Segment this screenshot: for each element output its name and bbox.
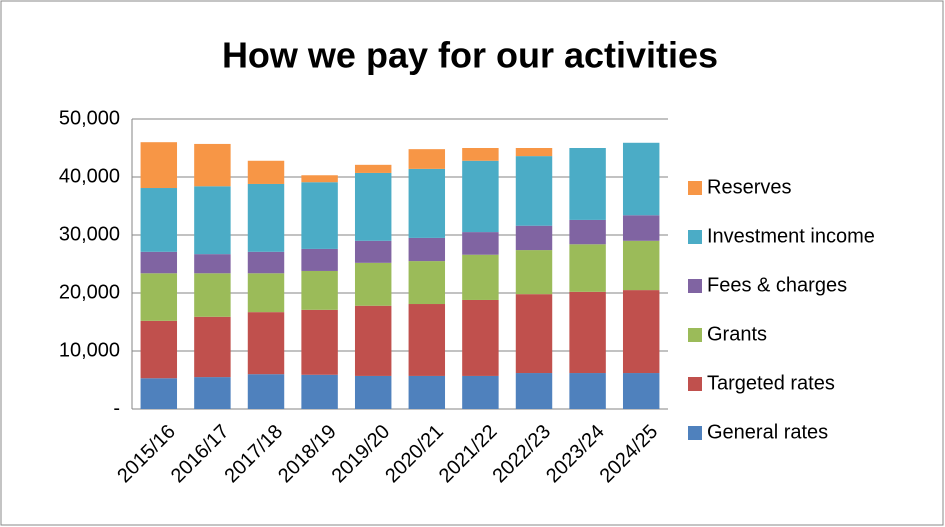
bar-segment xyxy=(569,373,606,409)
legend-label: Reserves xyxy=(707,176,791,198)
bar-segment xyxy=(247,160,285,184)
bar-segment xyxy=(515,373,553,409)
bar-segment xyxy=(515,294,553,374)
bar-segment xyxy=(622,215,660,241)
bar-segment xyxy=(569,148,606,220)
bar-segment xyxy=(194,316,231,378)
bar-segment xyxy=(194,143,231,187)
bar-segment xyxy=(194,254,231,274)
bar-segment xyxy=(622,240,660,291)
y-tick-label: 20,000 xyxy=(59,281,120,303)
bar-segment xyxy=(622,142,660,216)
y-tick-label: 50,000 xyxy=(59,107,120,129)
legend-swatch xyxy=(688,426,702,440)
bar-segment xyxy=(194,377,231,409)
bar-segment xyxy=(247,273,285,313)
bar-segment xyxy=(301,175,338,183)
bar-segment xyxy=(301,248,338,271)
bar-segment xyxy=(354,164,392,173)
y-tick-label: 40,000 xyxy=(59,165,120,187)
legend-swatch xyxy=(688,279,702,293)
bar-segment xyxy=(408,168,446,238)
bar-segment xyxy=(462,148,499,161)
bar-segment xyxy=(140,142,178,189)
bar-segment xyxy=(247,183,285,252)
bar-segment xyxy=(408,304,446,376)
y-tick-label: 30,000 xyxy=(59,223,120,245)
bar-segment xyxy=(140,188,178,252)
bar-segment xyxy=(301,374,338,409)
bar-segment xyxy=(354,262,392,306)
legend-swatch xyxy=(688,181,702,195)
bar-segment xyxy=(569,219,606,245)
bar-segment xyxy=(515,148,553,157)
bar-segment xyxy=(301,270,338,310)
bar-segment xyxy=(622,290,660,374)
bar-segment xyxy=(569,244,606,292)
bar-segment xyxy=(569,291,606,374)
bar-segment xyxy=(622,373,660,409)
bar-segment xyxy=(515,156,553,226)
bar-segment xyxy=(515,225,553,251)
bar-segment xyxy=(354,375,392,409)
bar-segment xyxy=(140,320,178,379)
bar-segment xyxy=(354,305,392,376)
bar-segment xyxy=(247,312,285,375)
y-tick-label: - xyxy=(113,397,120,419)
bar-segment xyxy=(247,374,285,409)
y-tick-label: 10,000 xyxy=(59,339,120,361)
legend-swatch xyxy=(688,328,702,342)
legend-swatch xyxy=(688,377,702,391)
bar-segment xyxy=(408,237,446,262)
bar-segment xyxy=(194,273,231,317)
bar-segment xyxy=(462,299,499,376)
bar-segment xyxy=(462,232,499,255)
legend-label: Investment income xyxy=(707,225,875,247)
bar-segment xyxy=(140,251,178,274)
bar-segment xyxy=(408,149,446,169)
bar-segment xyxy=(247,251,285,274)
bar-segment xyxy=(301,182,338,249)
bar-segment xyxy=(140,273,178,321)
bar-segment xyxy=(462,254,499,300)
bar-segment xyxy=(301,309,338,375)
bar-segment xyxy=(462,160,499,233)
legend-label: Grants xyxy=(707,323,767,345)
bar-segment xyxy=(354,172,392,241)
legend-label: Fees & charges xyxy=(707,274,847,296)
chart-title: How we pay for our activities xyxy=(222,35,718,76)
bar-segment xyxy=(194,186,231,255)
legend-swatch xyxy=(688,230,702,244)
bar-segment xyxy=(515,250,553,295)
bar-segment xyxy=(408,375,446,409)
legend-label: Targeted rates xyxy=(707,372,835,394)
bar-segment xyxy=(354,240,392,263)
bar-segment xyxy=(408,261,446,305)
bar-segment xyxy=(140,378,178,409)
legend-label: General rates xyxy=(707,421,828,443)
bar-segment xyxy=(462,375,499,409)
